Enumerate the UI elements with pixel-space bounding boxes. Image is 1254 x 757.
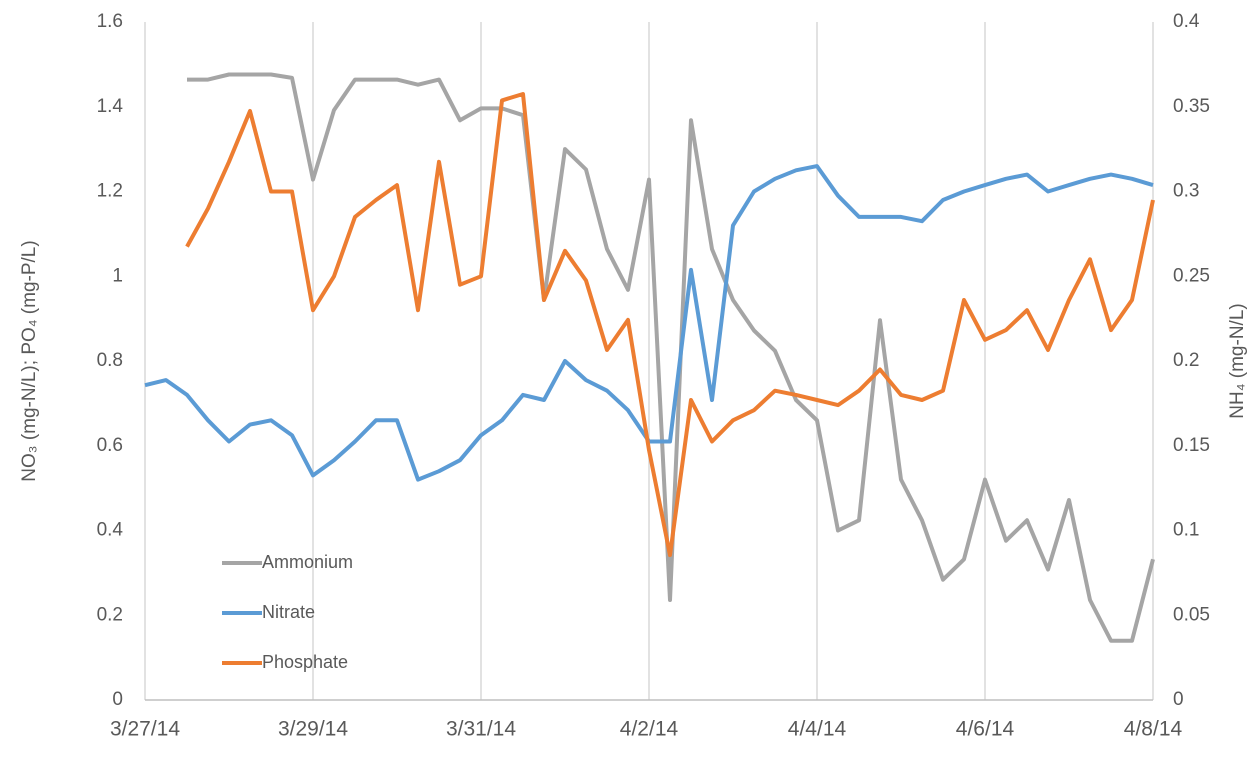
y2-axis-title: NH₄ (mg-N/L) — [1227, 303, 1248, 418]
y-tick-label: 0.4 — [97, 520, 124, 541]
legend-label: Ammonium — [262, 552, 353, 572]
y-axis-title: NO₃ (mg-N/L); PO₄ (mg-P/L) — [19, 240, 40, 481]
y2-tick-label: 0.35 — [1173, 96, 1210, 117]
y2-tick-label: 0.2 — [1173, 350, 1199, 371]
x-tick-label: 3/31/14 — [446, 718, 516, 741]
y2-tick-label: 0 — [1173, 689, 1184, 710]
y-tick-label: 0.2 — [97, 604, 123, 625]
y-tick-label: 1.4 — [97, 96, 124, 117]
x-tick-label: 3/29/14 — [278, 718, 348, 741]
x-tick-label: 3/27/14 — [110, 718, 180, 741]
y2-tick-label: 0.05 — [1173, 604, 1210, 625]
y2-tick-label: 0.15 — [1173, 435, 1210, 456]
y-tick-label: 0.8 — [97, 350, 123, 371]
y2-tick-label: 0.1 — [1173, 520, 1199, 541]
y2-tick-label: 0.25 — [1173, 265, 1210, 286]
y-tick-label: 1.2 — [97, 181, 123, 202]
y2-tick-label: 0.4 — [1173, 11, 1200, 32]
y-tick-label: 1.6 — [97, 11, 123, 32]
y-tick-label: 0.6 — [97, 435, 123, 456]
y2-tick-label: 0.3 — [1173, 181, 1199, 202]
y-tick-label: 0 — [112, 689, 123, 710]
legend-label: Nitrate — [262, 602, 315, 622]
y-tick-label: 1 — [112, 265, 123, 286]
series-line — [185, 92, 1155, 558]
x-tick-label: 4/2/14 — [620, 718, 679, 741]
x-tick-label: 4/4/14 — [788, 718, 847, 741]
series-line — [187, 72, 1155, 643]
x-tick-label: 4/8/14 — [1124, 718, 1183, 741]
legend-label: Phosphate — [262, 652, 348, 672]
x-tick-label: 4/6/14 — [956, 718, 1015, 741]
